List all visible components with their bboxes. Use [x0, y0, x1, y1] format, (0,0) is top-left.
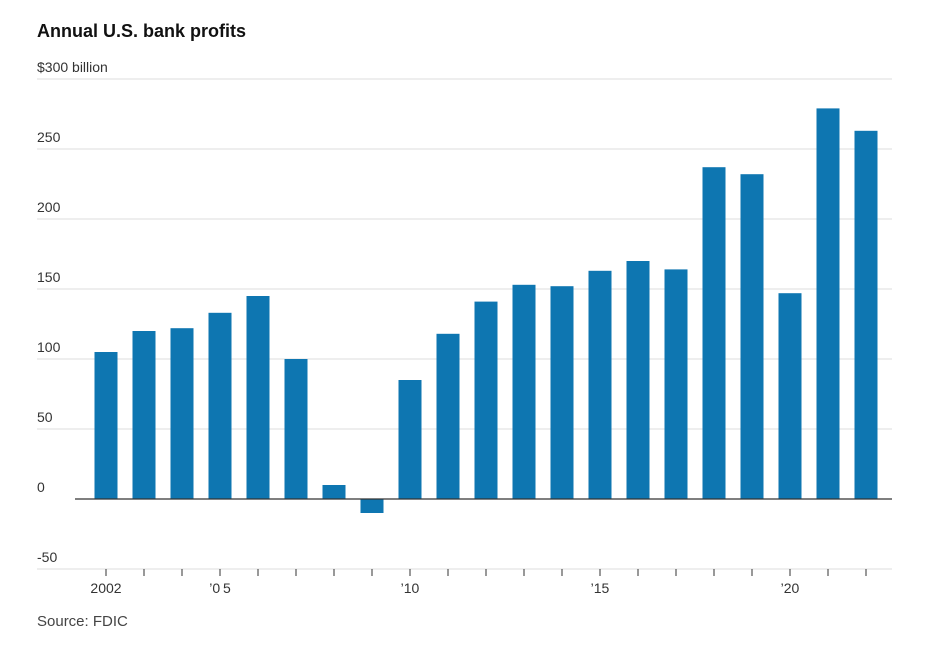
bar-2019 [740, 174, 764, 499]
bar-2020 [778, 293, 802, 499]
x-tick-label: ’10 [401, 580, 420, 596]
source-note: Source: FDIC [37, 613, 128, 630]
bar-2016 [626, 261, 650, 499]
bar-2015 [588, 270, 612, 499]
bar-2017 [664, 269, 688, 499]
bar-2021 [816, 108, 840, 500]
bar-2022 [854, 130, 878, 500]
bar-2014 [550, 286, 574, 499]
y-tick-label: 200 [37, 199, 61, 215]
bar-2010 [398, 380, 422, 499]
bar-2007 [284, 359, 308, 499]
bar-2011 [436, 333, 460, 499]
bar-2005 [208, 312, 232, 499]
bar-2009 [360, 499, 384, 513]
bar-2013 [512, 284, 536, 499]
bar-2006 [246, 296, 270, 499]
bar-2008 [322, 485, 346, 499]
x-tick-label: ’15 [591, 580, 610, 596]
chart-title: Annual U.S. bank profits [37, 21, 247, 41]
gridlines [37, 78, 892, 570]
bars [94, 108, 878, 513]
x-tick-label: 2002 [90, 580, 121, 596]
y-tick-label: -50 [37, 549, 57, 565]
y-tick-label: 50 [37, 409, 53, 425]
x-tick-label: ’20 [781, 580, 800, 596]
y-tick-label: 100 [37, 339, 61, 355]
bar-2002 [94, 352, 118, 499]
bar-2012 [474, 301, 498, 499]
y-tick-label: 150 [37, 269, 61, 285]
y-tick-label: $300 billion [37, 59, 108, 75]
bar-2003 [132, 331, 156, 499]
x-tick-label: ’0 5 [209, 580, 231, 596]
axes: -50 0 50 100 150 200 250 $300 billion 2002 ’0 5 ’1… [37, 59, 892, 596]
y-tick-label: 250 [37, 129, 61, 145]
bar-2004 [170, 328, 194, 499]
bar-2018 [702, 167, 726, 499]
y-tick-label: 0 [37, 479, 45, 495]
